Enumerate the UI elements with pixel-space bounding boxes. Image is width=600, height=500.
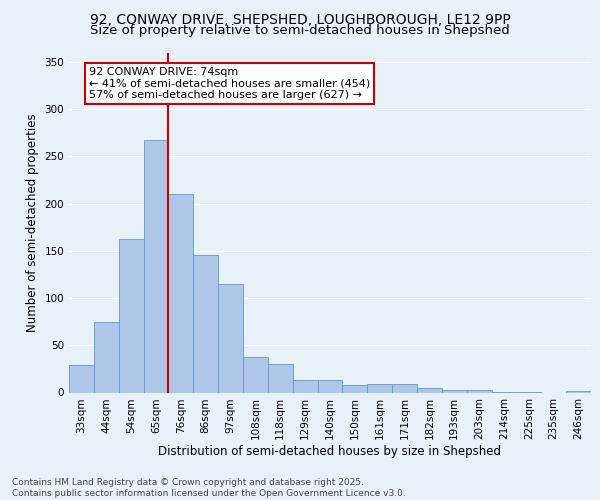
Bar xyxy=(293,380,317,392)
Bar xyxy=(268,364,293,392)
Bar xyxy=(442,390,467,392)
Y-axis label: Number of semi-detached properties: Number of semi-detached properties xyxy=(26,113,39,332)
X-axis label: Distribution of semi-detached houses by size in Shepshed: Distribution of semi-detached houses by … xyxy=(158,445,502,458)
Bar xyxy=(94,322,119,392)
Bar xyxy=(243,356,268,392)
Text: Size of property relative to semi-detached houses in Shepshed: Size of property relative to semi-detach… xyxy=(90,24,510,37)
Text: 92 CONWAY DRIVE: 74sqm
← 41% of semi-detached houses are smaller (454)
57% of se: 92 CONWAY DRIVE: 74sqm ← 41% of semi-det… xyxy=(89,66,370,100)
Bar xyxy=(143,140,169,392)
Bar xyxy=(566,390,591,392)
Text: Contains HM Land Registry data © Crown copyright and database right 2025.
Contai: Contains HM Land Registry data © Crown c… xyxy=(12,478,406,498)
Bar xyxy=(169,194,193,392)
Text: 92, CONWAY DRIVE, SHEPSHED, LOUGHBOROUGH, LE12 9PP: 92, CONWAY DRIVE, SHEPSHED, LOUGHBOROUGH… xyxy=(89,12,511,26)
Bar xyxy=(343,385,367,392)
Bar xyxy=(392,384,417,392)
Bar xyxy=(317,380,343,392)
Bar xyxy=(193,254,218,392)
Bar xyxy=(69,365,94,392)
Bar xyxy=(367,384,392,392)
Bar xyxy=(218,284,243,393)
Bar xyxy=(417,388,442,392)
Bar xyxy=(119,238,143,392)
Bar xyxy=(467,390,491,392)
